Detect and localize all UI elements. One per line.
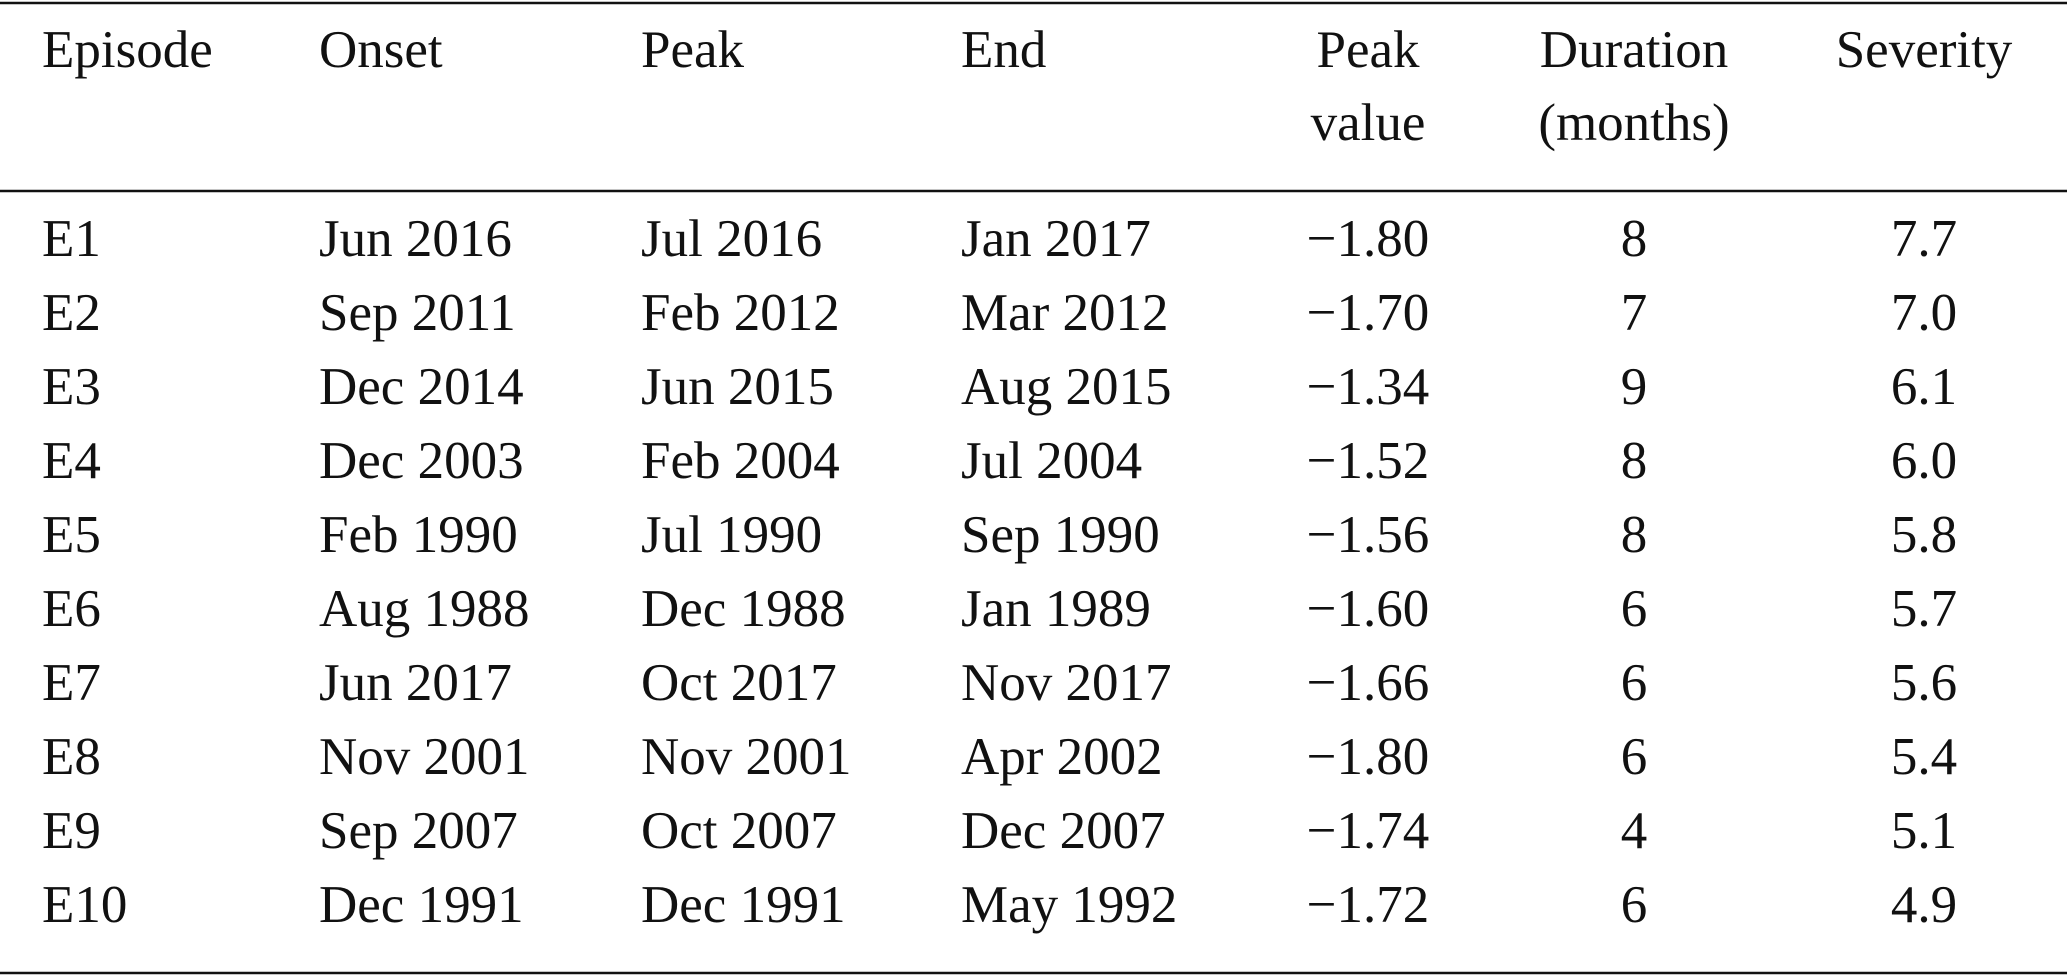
cell: May 1992 (961, 876, 1177, 934)
cell: Dec 2014 (319, 358, 524, 416)
cell: Nov 2001 (319, 728, 530, 786)
cell: 5.1 (1891, 802, 1957, 860)
cell: Jan 2017 (961, 210, 1151, 268)
cell: 5.7 (1891, 580, 1957, 638)
header-cell: Peak (641, 21, 745, 79)
cell: 5.6 (1891, 654, 1957, 712)
header-cell: Duration (1540, 21, 1728, 79)
cell: Apr 2002 (961, 728, 1163, 786)
cell: −1.60 (1307, 580, 1430, 638)
cell: Nov 2001 (641, 728, 852, 786)
cell: −1.52 (1307, 432, 1430, 490)
cell: 5.4 (1891, 728, 1957, 786)
cell: 9 (1621, 358, 1648, 416)
cell: E7 (42, 654, 101, 712)
cell: Aug 2015 (961, 358, 1172, 416)
header-cell: End (961, 21, 1046, 79)
cell: 7.0 (1891, 284, 1957, 342)
cell: −1.74 (1307, 802, 1430, 860)
cell: Jul 1990 (641, 506, 822, 564)
cell: −1.56 (1307, 506, 1430, 564)
cell: 6 (1621, 728, 1648, 786)
cell: Feb 2012 (641, 284, 840, 342)
cell: Feb 1990 (319, 506, 518, 564)
cell: 6.0 (1891, 432, 1957, 490)
cell: Jul 2016 (641, 210, 822, 268)
cell: Oct 2017 (641, 654, 837, 712)
cell: Jan 1989 (961, 580, 1151, 638)
cell: Jun 2015 (641, 358, 834, 416)
cell: Nov 2017 (961, 654, 1172, 712)
header-cell: Onset (319, 21, 443, 79)
cell: Dec 1991 (641, 876, 846, 934)
cell: Dec 2003 (319, 432, 524, 490)
cell: E8 (42, 728, 101, 786)
header-cell: value (1311, 94, 1426, 152)
cell: E9 (42, 802, 101, 860)
cell: Dec 2007 (961, 802, 1166, 860)
cell: Feb 2004 (641, 432, 840, 490)
cell: Dec 1991 (319, 876, 524, 934)
cell: Sep 2011 (319, 284, 516, 342)
cell: −1.34 (1307, 358, 1430, 416)
cell: −1.72 (1307, 876, 1430, 934)
cell: E10 (42, 876, 127, 934)
cell: Dec 1988 (641, 580, 846, 638)
cell: 5.8 (1891, 506, 1957, 564)
cell: 4 (1621, 802, 1648, 860)
cell: 8 (1621, 506, 1648, 564)
cell: Aug 1988 (319, 580, 530, 638)
cell: Mar 2012 (961, 284, 1169, 342)
cell: 6.1 (1891, 358, 1957, 416)
cell: Jul 2004 (961, 432, 1142, 490)
header-cell: Severity (1836, 21, 2013, 79)
cell: E6 (42, 580, 101, 638)
header-cell: Episode (42, 21, 213, 79)
cell: Sep 2007 (319, 802, 518, 860)
cell: E2 (42, 284, 101, 342)
cell: 7.7 (1891, 210, 1957, 268)
cell: 8 (1621, 210, 1648, 268)
header-cell: (months) (1538, 94, 1729, 152)
cell: 6 (1621, 654, 1648, 712)
cell: 8 (1621, 432, 1648, 490)
cell: E3 (42, 358, 101, 416)
cell: −1.80 (1307, 210, 1430, 268)
cell: 6 (1621, 876, 1648, 934)
cell: 4.9 (1891, 876, 1957, 934)
cell: E1 (42, 210, 101, 268)
cell: −1.70 (1307, 284, 1430, 342)
cell: E5 (42, 506, 101, 564)
header-cell: Peak (1316, 21, 1420, 79)
cell: E4 (42, 432, 101, 490)
cell: 7 (1621, 284, 1648, 342)
cell: Sep 1990 (961, 506, 1160, 564)
cell: 6 (1621, 580, 1648, 638)
cell: Jun 2016 (319, 210, 512, 268)
cell: Oct 2007 (641, 802, 837, 860)
cell: Jun 2017 (319, 654, 512, 712)
cell: −1.66 (1307, 654, 1430, 712)
cell: −1.80 (1307, 728, 1430, 786)
